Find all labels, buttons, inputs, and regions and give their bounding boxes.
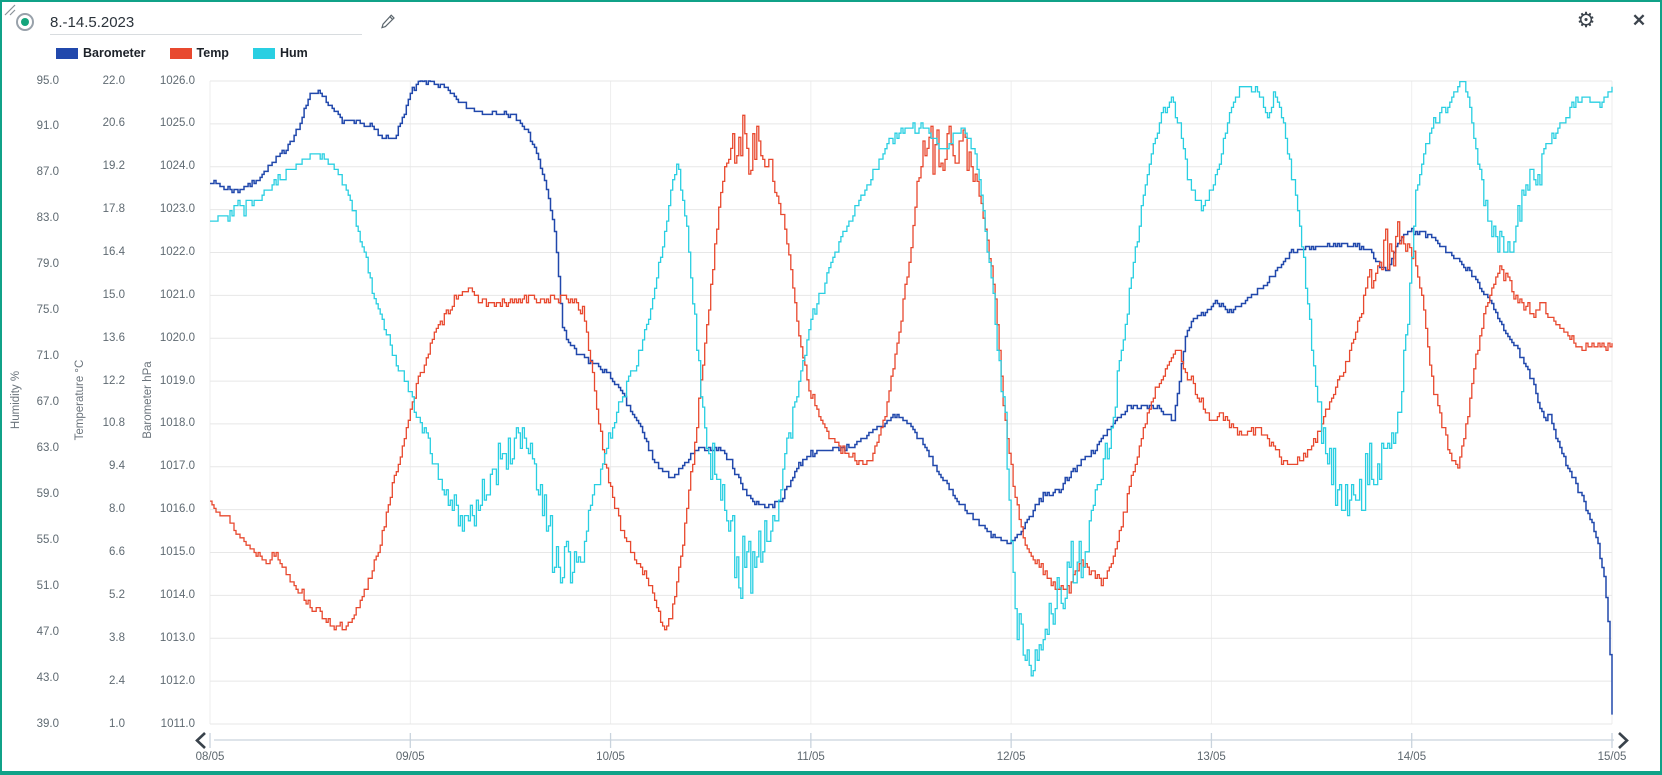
hum-tick-label: 59.0 — [36, 487, 59, 500]
temp-tick-label: 9.4 — [109, 460, 125, 473]
baro-tick-label: 1012.0 — [159, 674, 195, 687]
legend-label: Barometer — [83, 46, 146, 60]
close-icon[interactable]: ✕ — [1631, 11, 1647, 30]
baro-tick-label: 1024.0 — [159, 160, 195, 173]
hum-tick-label: 51.0 — [36, 579, 59, 592]
date-tick-label: 13/05 — [1197, 751, 1226, 763]
scroll-right-chevron-icon[interactable] — [1618, 732, 1629, 749]
legend-swatch-icon — [169, 47, 192, 59]
series-line-hum — [210, 80, 1613, 677]
radio-selected-dot — [21, 18, 29, 26]
temp-tick-label: 12.2 — [102, 374, 125, 387]
hum-tick-label: 63.0 — [36, 441, 59, 454]
date-tick-label: 09/05 — [395, 751, 425, 763]
baro-tick-label: 1014.0 — [159, 588, 195, 601]
legend-item-hum[interactable]: Hum — [252, 46, 308, 60]
date-tick-label: 15/05 — [1597, 751, 1627, 763]
legend-label: Temp — [196, 46, 229, 60]
scroll-left-chevron-icon[interactable] — [195, 732, 206, 749]
hum-tick-label: 95.0 — [36, 74, 59, 87]
chart-title-input[interactable] — [50, 10, 362, 35]
legend-item-temp[interactable]: Temp — [169, 46, 229, 60]
temp-tick-label: 5.2 — [109, 588, 125, 601]
temp-tick-label: 17.8 — [102, 203, 125, 216]
sensor-radio-button[interactable] — [16, 13, 34, 31]
hum-tick-label: 55.0 — [36, 533, 59, 546]
hum-tick-label: 71.0 — [36, 350, 59, 363]
hum-tick-label: 79.0 — [36, 258, 59, 271]
temp-tick-label: 3.8 — [109, 631, 125, 644]
temp-tick-label: 15.0 — [102, 288, 125, 301]
baro-tick-label: 1013.0 — [159, 631, 195, 644]
resize-handle-icon[interactable] — [2, 2, 16, 16]
baro-tick-label: 1020.0 — [159, 331, 195, 344]
hum-tick-label: 67.0 — [36, 396, 59, 408]
legend-label: Hum — [279, 46, 308, 60]
baro-tick-label: 1019.0 — [159, 374, 195, 387]
hum-tick-label: 83.0 — [36, 212, 59, 225]
hum-tick-label: 47.0 — [36, 625, 59, 638]
date-tick-label: 08/05 — [195, 751, 225, 763]
hum-tick-label: 87.0 — [36, 166, 59, 179]
date-tick-label: 10/05 — [596, 751, 625, 763]
baro-tick-label: 1025.0 — [159, 117, 195, 130]
temp-tick-label: 13.6 — [102, 331, 125, 344]
edit-title-pencil-icon[interactable] — [379, 13, 397, 31]
temp-tick-label: 1.0 — [109, 717, 125, 730]
temp-tick-label: 22.0 — [102, 74, 125, 87]
series-line-temp — [210, 114, 1613, 631]
baro-tick-label: 1022.0 — [159, 245, 195, 258]
hum-tick-label: 75.0 — [36, 304, 59, 317]
baro-tick-label: 1017.0 — [159, 460, 195, 473]
legend-item-barometer[interactable]: Barometer — [56, 46, 146, 60]
temp-tick-label: 6.6 — [109, 546, 125, 559]
baro-tick-label: 1023.0 — [159, 203, 195, 216]
chart-legend: Barometer Temp Hum — [56, 46, 308, 60]
baro-tick-label: 1018.0 — [159, 417, 195, 430]
baro-tick-label: 1026.0 — [159, 74, 195, 87]
temp-tick-label: 10.8 — [102, 417, 125, 430]
hum-tick-label: 43.0 — [36, 671, 59, 684]
temp-tick-label: 2.4 — [109, 674, 125, 687]
hum-tick-label: 39.0 — [36, 717, 59, 730]
temp-tick-label: 19.2 — [102, 160, 125, 173]
legend-swatch-icon — [252, 47, 275, 59]
baro-tick-label: 1016.0 — [159, 503, 195, 516]
legend-swatch-icon — [56, 47, 78, 59]
baro-tick-label: 1011.0 — [160, 717, 195, 730]
settings-gear-icon[interactable]: ⚙ — [1576, 9, 1596, 32]
series-line-barometer — [210, 80, 1613, 715]
temp-tick-label: 16.4 — [102, 245, 125, 258]
temp-tick-label: 20.6 — [102, 117, 125, 130]
temp-tick-label: 8.0 — [109, 503, 125, 516]
date-tick-label: 11/05 — [796, 751, 825, 763]
date-tick-label: 14/05 — [1397, 751, 1427, 763]
date-tick-label: 12/05 — [996, 751, 1026, 763]
baro-tick-label: 1015.0 — [159, 546, 195, 559]
baro-tick-label: 1021.0 — [159, 288, 195, 301]
hum-tick-label: 91.0 — [36, 120, 59, 133]
